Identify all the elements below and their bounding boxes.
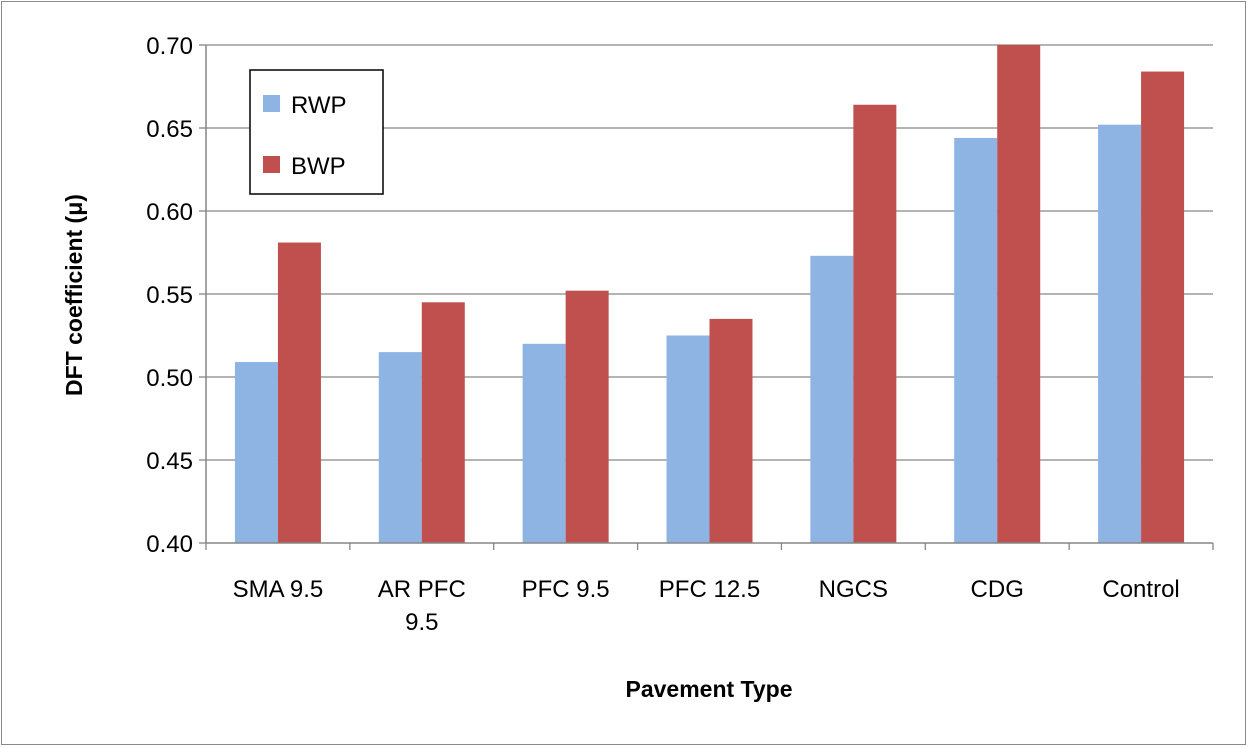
legend-swatch-bwp (263, 156, 280, 173)
x-tick-label: SMA 9.5 (233, 576, 324, 603)
bar-bwp-6 (1141, 71, 1185, 543)
y-tick-label: 0.70 (146, 33, 193, 60)
legend: RWP BWP (249, 69, 384, 195)
axes (205, 45, 1214, 550)
legend-swatch-rwp (263, 95, 280, 112)
x-tick-label: PFC 12.5 (659, 576, 760, 603)
bar-bwp-0 (277, 242, 321, 544)
y-tick-label: 0.40 (146, 531, 193, 558)
x-tick-label: Control (1102, 576, 1179, 603)
bar-rwp-3 (666, 335, 710, 543)
y-tick-label: 0.60 (146, 199, 193, 226)
legend-label-bwp: BWP (291, 153, 346, 180)
legend-box (249, 69, 384, 195)
x-tick-label: NGCS (819, 576, 888, 603)
y-tick-label: 0.55 (146, 282, 193, 309)
x-tick-label: AR PFC 9.5 (378, 576, 466, 636)
bar-rwp-5 (954, 137, 998, 543)
bars (234, 45, 1185, 544)
bar-rwp-4 (810, 255, 854, 543)
y-axis-title: DFT coefficient (μ) (61, 194, 87, 396)
y-tick-label: 0.50 (146, 365, 193, 392)
x-tick-label: CDG (971, 576, 1024, 603)
legend-label-rwp: RWP (291, 92, 347, 119)
bar-bwp-3 (709, 318, 753, 543)
bar-bwp-1 (421, 302, 465, 543)
x-tick-label: PFC 9.5 (522, 576, 610, 603)
x-tick-labels: SMA 9.5 AR PFC 9.5 PFC 9.5 PFC 12.5 NGCS CDG Co… (233, 576, 1180, 636)
y-tick-label: 0.45 (146, 448, 193, 475)
x-axis-title: Pavement Type (625, 676, 792, 702)
bar-rwp-2 (522, 343, 566, 543)
y-tick-label: 0.65 (146, 116, 193, 143)
bar-bwp-5 (997, 45, 1041, 543)
y-tick-labels: 0.40 0.45 0.50 0.55 0.60 0.65 0.70 (146, 33, 193, 558)
bar-bwp-4 (853, 104, 897, 543)
bar-rwp-0 (234, 362, 278, 543)
bar-rwp-6 (1098, 124, 1142, 544)
bar-bwp-2 (565, 290, 609, 543)
bar-rwp-1 (378, 352, 422, 543)
